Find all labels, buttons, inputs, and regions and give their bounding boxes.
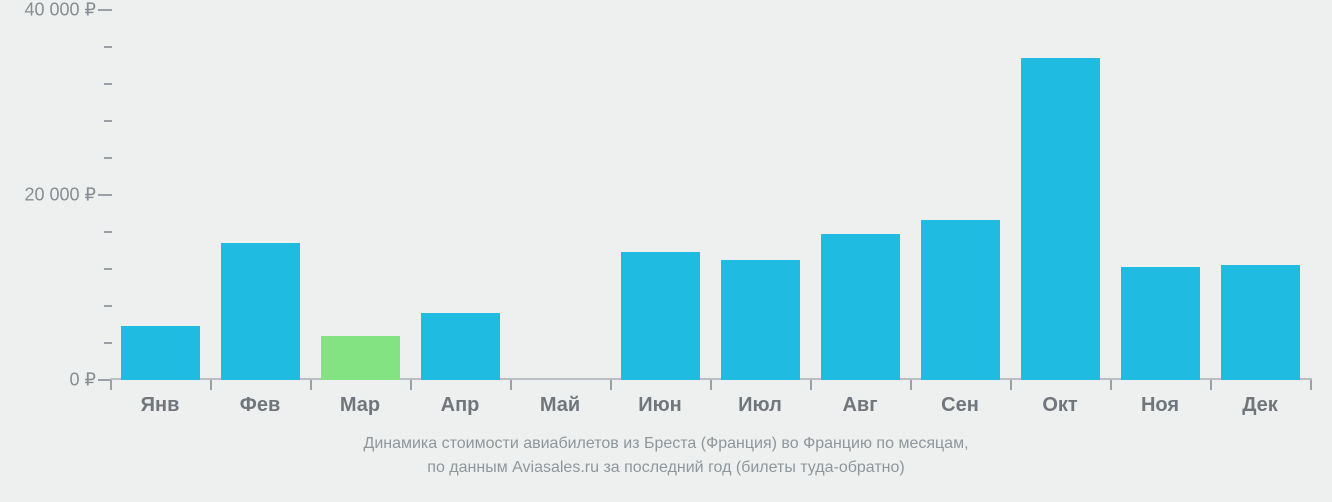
x-tick xyxy=(1310,380,1312,390)
x-tick xyxy=(710,380,712,390)
x-axis-label: Май xyxy=(540,394,580,417)
bar xyxy=(1221,265,1300,380)
x-axis-label: Авг xyxy=(842,394,877,417)
caption-line-2: по данным Aviasales.ru за последний год … xyxy=(0,456,1332,480)
caption-line-1: Динамика стоимости авиабилетов из Бреста… xyxy=(0,432,1332,456)
bar xyxy=(421,313,500,380)
bar xyxy=(721,260,800,380)
x-axis-label: Сен xyxy=(941,394,979,417)
y-axis-label: 40 000 ₽ xyxy=(24,0,96,21)
x-tick xyxy=(910,380,912,390)
x-tick xyxy=(410,380,412,390)
x-tick xyxy=(1110,380,1112,390)
y-axis-label: 20 000 ₽ xyxy=(24,185,96,206)
x-axis-label: Июл xyxy=(738,394,782,417)
x-axis-label: Дек xyxy=(1242,394,1278,417)
y-axis-label: 0 ₽ xyxy=(70,370,96,391)
x-axis-label: Янв xyxy=(141,394,180,417)
x-tick xyxy=(1210,380,1212,390)
x-axis-label: Апр xyxy=(441,394,480,417)
bar xyxy=(1021,58,1100,380)
y-axis: 0 ₽20 000 ₽40 000 ₽ xyxy=(0,0,110,380)
chart-caption: Динамика стоимости авиабилетов из Бреста… xyxy=(0,432,1332,480)
x-tick xyxy=(610,380,612,390)
bar xyxy=(321,336,400,380)
bar xyxy=(121,326,200,380)
bar xyxy=(921,220,1000,380)
x-axis-label: Окт xyxy=(1042,394,1077,417)
x-axis-label: Ноя xyxy=(1141,394,1179,417)
x-tick xyxy=(110,380,112,390)
x-axis-label: Мар xyxy=(340,394,380,417)
x-tick xyxy=(210,380,212,390)
x-axis-label: Июн xyxy=(638,394,682,417)
x-axis-label: Фев xyxy=(240,394,281,417)
bar xyxy=(221,243,300,380)
x-axis: Янв Фев Мар Апр Май Июн Июл Авг Сен Окт Ноя Дек xyxy=(110,388,1312,418)
bar xyxy=(1121,267,1200,380)
x-tick xyxy=(810,380,812,390)
price-bar-chart: 0 ₽ 20 000 ₽ 40 000 ₽ Янв Фев Мар Апр Май Июн Ию… xyxy=(0,0,1332,502)
plot-area xyxy=(110,10,1312,380)
x-tick xyxy=(310,380,312,390)
x-tick xyxy=(1010,380,1012,390)
bar xyxy=(821,234,900,380)
bar xyxy=(621,252,700,380)
x-tick xyxy=(510,380,512,390)
